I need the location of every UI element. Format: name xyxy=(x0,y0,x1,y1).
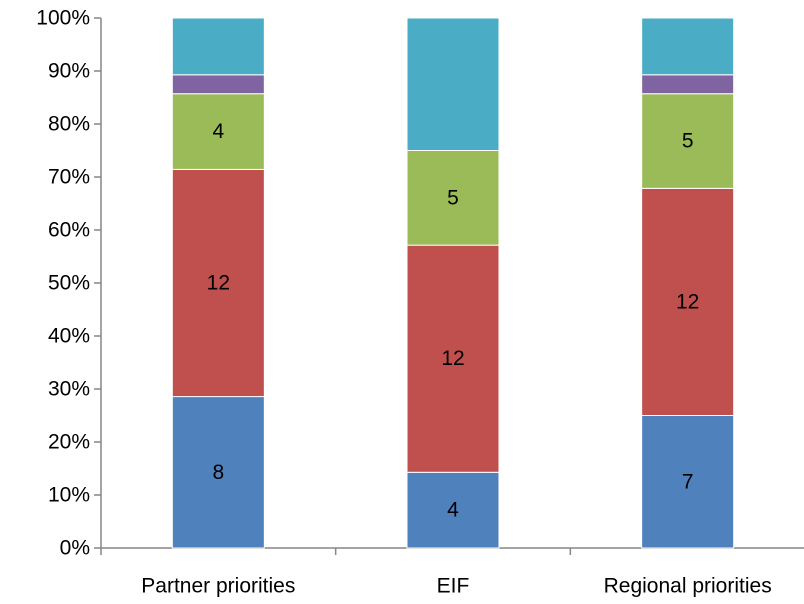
bar-segment xyxy=(641,17,735,76)
bar-segment xyxy=(406,17,500,151)
data-label: 5 xyxy=(682,130,694,153)
bar-segment xyxy=(641,93,735,189)
data-label: 8 xyxy=(212,461,224,484)
y-tick-label: 20% xyxy=(48,431,90,454)
y-tick-label: 10% xyxy=(48,484,90,507)
x-category-label: EIF xyxy=(437,575,470,598)
data-label: 4 xyxy=(447,499,459,522)
x-category-label: Regional priorities xyxy=(604,575,772,598)
bar-segment xyxy=(406,150,500,246)
bar-segment xyxy=(641,415,735,549)
data-label: 12 xyxy=(676,290,699,313)
data-label: 5 xyxy=(447,186,459,209)
y-tick-label: 90% xyxy=(48,60,90,83)
bar-segment xyxy=(171,168,265,398)
y-tick-label: 40% xyxy=(48,325,90,348)
data-label: 4 xyxy=(212,120,224,143)
x-category-label: Partner priorities xyxy=(141,575,295,598)
y-tick-label: 80% xyxy=(48,113,90,136)
data-label: 12 xyxy=(441,347,464,370)
bar-segment xyxy=(171,93,265,170)
y-tick-label: 70% xyxy=(48,166,90,189)
data-label: 12 xyxy=(207,272,230,295)
bar-segment xyxy=(406,471,500,549)
plot-area: 0% 10% 20% 30% 40% 50% 60% 70% 80% 90% 100% 8 12 4 Par… xyxy=(36,7,804,598)
y-tick-label: 30% xyxy=(48,378,90,401)
bar-segment xyxy=(171,17,265,76)
bar-segment xyxy=(406,244,500,473)
bar-segment xyxy=(641,187,735,416)
y-tick-label: 0% xyxy=(60,537,90,560)
bar-segment xyxy=(171,74,265,95)
y-tick-label: 60% xyxy=(48,219,90,242)
data-label: 7 xyxy=(682,470,694,493)
y-tick-label: 50% xyxy=(48,272,90,295)
bar-segment xyxy=(641,74,735,95)
bar-segment xyxy=(171,396,265,549)
y-tick-label: 100% xyxy=(36,7,90,30)
